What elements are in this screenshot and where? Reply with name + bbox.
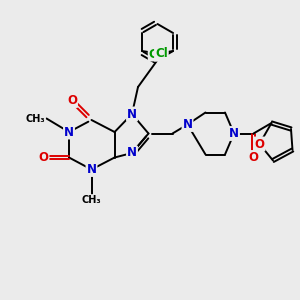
Text: N: N xyxy=(64,125,74,139)
Text: CH₃: CH₃ xyxy=(82,195,101,205)
Text: CH₃: CH₃ xyxy=(26,113,45,124)
Text: O: O xyxy=(38,151,49,164)
Text: O: O xyxy=(254,137,265,151)
Text: N: N xyxy=(127,146,137,160)
Text: Cl: Cl xyxy=(155,47,168,61)
Text: N: N xyxy=(86,163,97,176)
Text: N: N xyxy=(127,107,137,121)
Text: Cl: Cl xyxy=(149,47,161,61)
Text: N: N xyxy=(182,118,193,131)
Text: N: N xyxy=(229,127,239,140)
Text: O: O xyxy=(67,94,77,107)
Text: O: O xyxy=(248,151,259,164)
